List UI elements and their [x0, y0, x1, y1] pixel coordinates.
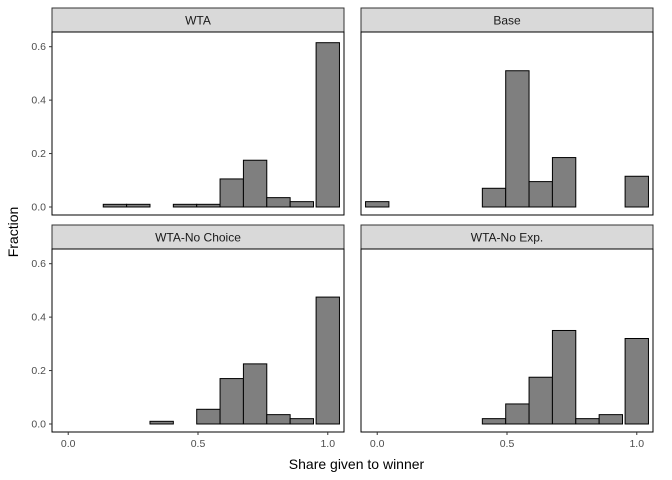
- y-tick-label: 0.0: [31, 201, 46, 213]
- y-tick-label: 0.6: [31, 41, 46, 53]
- y-axis-title: Fraction: [5, 207, 21, 258]
- histogram-bar: [481, 418, 507, 425]
- y-tick-label: 0.2: [31, 148, 46, 160]
- histogram-bar: [242, 363, 268, 425]
- histogram-bar: [551, 157, 577, 208]
- histogram-bar: [315, 296, 340, 425]
- panel-base: Base: [360, 7, 654, 216]
- histogram-bar: [242, 159, 268, 208]
- y-tick-label: 0.6: [31, 258, 46, 270]
- histogram-bar: [266, 197, 291, 208]
- x-tick-label: 1.0: [629, 438, 644, 450]
- histogram-bar: [102, 203, 128, 208]
- histogram-bar: [365, 201, 390, 208]
- x-tick-label: 0.5: [500, 438, 515, 450]
- facet-strip-label: WTA-No Choice: [155, 231, 241, 245]
- histogram-bar: [289, 201, 315, 208]
- histogram-bar: [528, 376, 553, 425]
- histogram-bar: [219, 178, 244, 208]
- histogram-bar: [528, 181, 553, 208]
- histogram-bar: [196, 408, 221, 425]
- histogram-bar: [551, 329, 577, 425]
- histogram-bar: [196, 203, 221, 208]
- facet-strip-label: Base: [493, 14, 521, 28]
- histogram-bar: [315, 42, 340, 208]
- histogram-bar: [505, 70, 530, 208]
- histogram-bar: [266, 414, 291, 425]
- panel-wta-no-choice: WTA-No Choice 0.0 0.2 0.4 0.6 0.0 0.5 1.0: [31, 224, 345, 450]
- facet-strip-label: WTA: [185, 14, 211, 28]
- x-tick-label: 0.0: [61, 438, 76, 450]
- histogram-bar: [575, 418, 600, 425]
- facet-strip: [51, 7, 345, 33]
- panel-wta: WTA 0.0 0.2 0.4 0.6: [31, 7, 345, 216]
- histogram-bar: [505, 403, 530, 425]
- panel-wta-no-exp: WTA-No Exp. 0.0 0.5 1.0: [360, 224, 654, 450]
- histogram-bar: [624, 337, 649, 425]
- histogram-bar: [624, 175, 649, 208]
- x-tick-label: 0.0: [370, 438, 385, 450]
- panel-border: [51, 31, 345, 216]
- x-axis-title: Share given to winner: [289, 456, 425, 472]
- histogram-bar: [598, 414, 624, 425]
- y-tick-label: 0.0: [31, 418, 46, 430]
- facet-strip-label: WTA-No Exp.: [471, 231, 543, 245]
- histogram-bar: [172, 203, 198, 208]
- x-tick-label: 1.0: [320, 438, 335, 450]
- histogram-bar: [289, 418, 315, 425]
- histogram-bar: [481, 187, 507, 208]
- y-tick-label: 0.2: [31, 365, 46, 377]
- histogram-bar: [219, 378, 244, 425]
- facet-strip: [360, 224, 654, 250]
- x-tick-label: 0.5: [191, 438, 206, 450]
- histogram-bar: [126, 203, 151, 208]
- y-tick-label: 0.4: [31, 95, 46, 107]
- histogram-bar: [149, 420, 174, 425]
- panel-border: [360, 31, 654, 216]
- y-tick-label: 0.4: [31, 312, 46, 324]
- panel-border: [51, 248, 345, 433]
